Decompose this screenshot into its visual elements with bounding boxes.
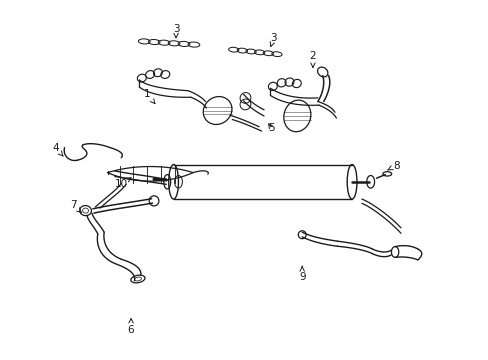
- Text: 9: 9: [298, 266, 305, 282]
- Text: 5: 5: [267, 123, 274, 133]
- Text: 1: 1: [143, 89, 155, 104]
- Text: 4: 4: [52, 143, 63, 156]
- Text: 3: 3: [172, 24, 179, 38]
- Text: 10: 10: [115, 177, 131, 189]
- Text: 7: 7: [70, 200, 81, 213]
- Text: 6: 6: [127, 319, 134, 336]
- Text: 3: 3: [269, 33, 277, 46]
- Text: 2: 2: [309, 51, 316, 67]
- Text: 8: 8: [386, 161, 399, 171]
